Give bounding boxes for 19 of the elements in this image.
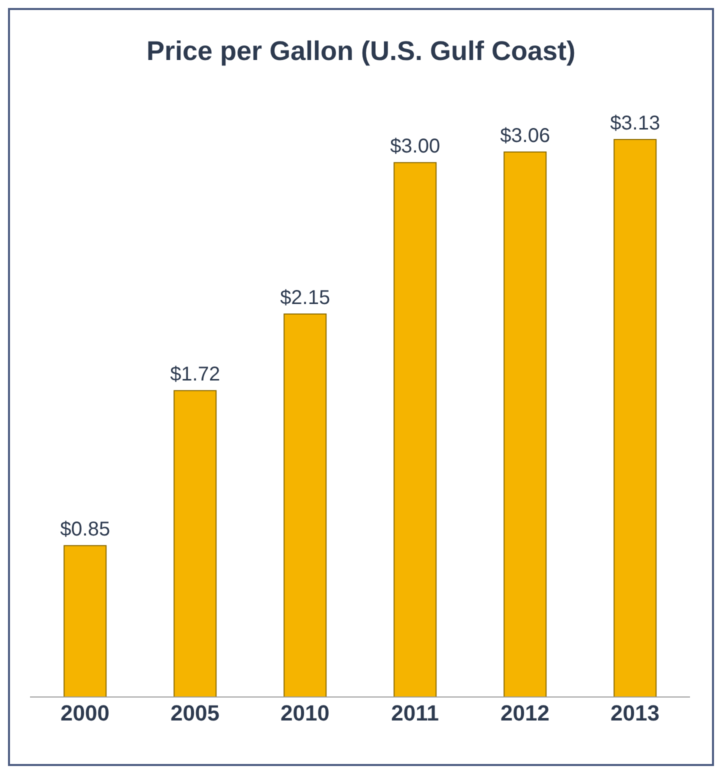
x-tick-label: 2010 [280, 700, 330, 726]
data-label: $3.00 [390, 136, 440, 158]
data-label: $0.85 [60, 518, 110, 541]
bar [614, 138, 657, 698]
bar [284, 314, 327, 698]
chart-title: Price per Gallon (U.S. Gulf Coast) [145, 36, 577, 67]
x-tick-label: 2011 [391, 700, 439, 726]
bar [504, 151, 547, 698]
x-tick-label: 2012 [500, 700, 550, 726]
data-label: $2.15 [280, 287, 330, 310]
x-tick-label: 2005 [170, 700, 220, 726]
data-label: $1.72 [170, 364, 220, 386]
bar [64, 545, 107, 698]
bar [394, 162, 437, 698]
x-tick-label: 2000 [60, 700, 110, 726]
x-tick-label: 2013 [610, 700, 660, 726]
data-label: $3.06 [500, 124, 550, 147]
bar [174, 390, 217, 698]
data-label: $3.13 [610, 112, 660, 134]
